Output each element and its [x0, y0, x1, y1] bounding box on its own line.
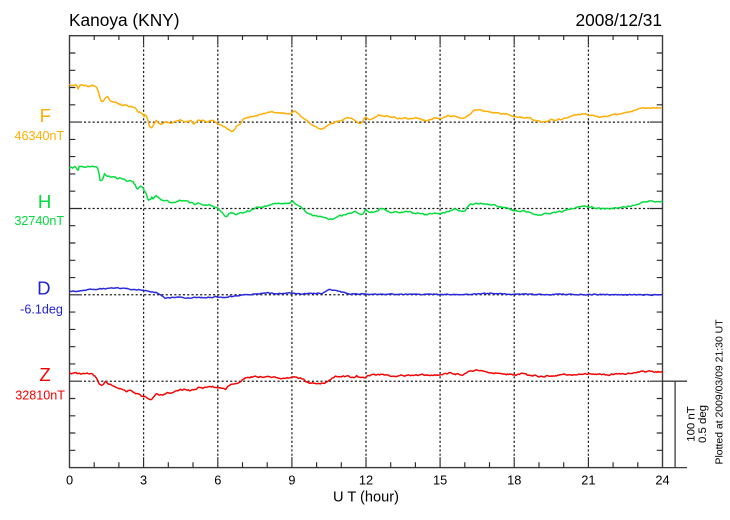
svg-text:6: 6 [214, 473, 221, 488]
svg-text:D: D [37, 278, 50, 299]
svg-text:32740nT: 32740nT [14, 214, 64, 228]
svg-text:24: 24 [655, 473, 669, 488]
svg-text:2008/12/31: 2008/12/31 [576, 10, 663, 30]
svg-text:9: 9 [288, 473, 295, 488]
svg-text:15: 15 [433, 473, 447, 488]
svg-text:46340nT: 46340nT [15, 129, 65, 143]
svg-text:Plotted at 2009/03/09 21:30 UT: Plotted at 2009/03/09 21:30 UT [715, 319, 726, 465]
svg-text:32810nT: 32810nT [15, 388, 65, 402]
svg-text:-6.1deg: -6.1deg [20, 302, 63, 316]
svg-text:3: 3 [140, 473, 147, 488]
svg-text:U T (hour): U T (hour) [333, 490, 399, 506]
svg-text:H: H [38, 191, 51, 212]
svg-text:21: 21 [581, 473, 595, 488]
svg-text:0: 0 [66, 473, 73, 488]
svg-text:12: 12 [359, 473, 373, 488]
svg-text:0.5 deg: 0.5 deg [697, 405, 709, 443]
svg-text:100 nT: 100 nT [686, 406, 698, 442]
svg-text:Kanoya (KNY): Kanoya (KNY) [69, 10, 179, 30]
svg-text:Z: Z [39, 364, 50, 385]
svg-text:18: 18 [507, 473, 521, 488]
svg-text:F: F [40, 105, 51, 126]
